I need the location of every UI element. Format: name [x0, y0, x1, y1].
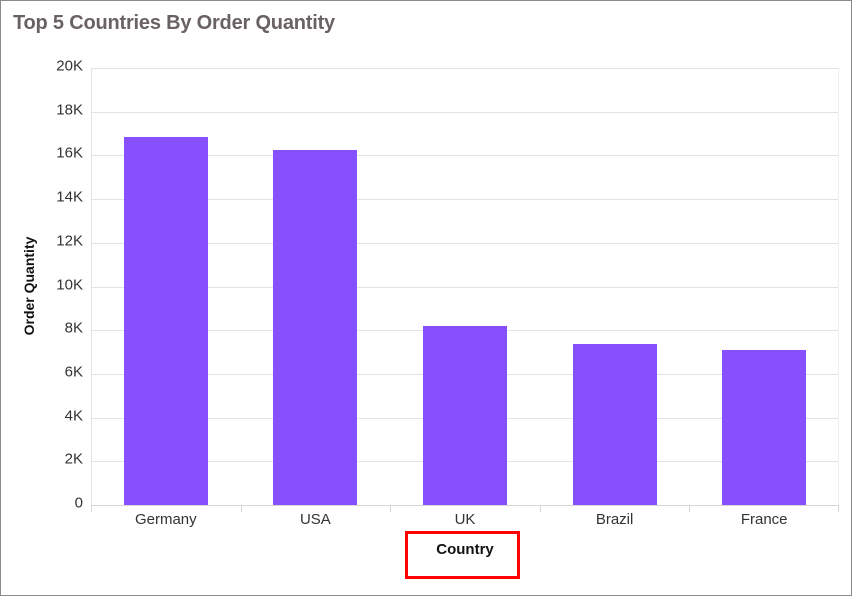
gridline — [91, 199, 839, 200]
gridline — [91, 243, 839, 244]
gridline — [91, 112, 839, 113]
x-axis-line — [91, 505, 839, 506]
x-axis-title[interactable]: Country — [436, 541, 494, 558]
gridline — [91, 287, 839, 288]
x-tick-mark — [91, 506, 92, 512]
bar-france[interactable] — [722, 350, 807, 505]
bar-brazil[interactable] — [572, 343, 657, 505]
bar-uk[interactable] — [423, 326, 507, 505]
y-tick-label: 18K — [56, 101, 83, 119]
x-tick-mark — [689, 506, 690, 512]
y-tick-label: 10K — [56, 276, 83, 293]
x-tick-label: UK — [454, 511, 476, 528]
x-tick-mark — [390, 506, 391, 512]
highlight-box — [405, 531, 520, 579]
x-tick-label: USA — [299, 511, 331, 528]
y-tick-label: 16K — [56, 144, 83, 162]
y-tick-label: 2K — [64, 450, 83, 468]
x-tick-mark — [241, 506, 242, 512]
x-tick-label: Brazil — [595, 511, 634, 528]
bar-usa[interactable] — [273, 149, 358, 505]
x-tick-mark — [838, 506, 839, 512]
x-tick-label: France — [740, 511, 788, 528]
y-axis-line — [91, 68, 92, 505]
gridline — [91, 68, 839, 69]
y-axis-title: Order Quantity — [21, 236, 37, 336]
chart-title: Top 5 Countries By Order Quantity — [13, 12, 335, 34]
y-tick-label: 12K — [56, 232, 83, 250]
gridline — [91, 155, 839, 156]
plot-right-border — [838, 68, 839, 505]
y-tick-label: 8K — [64, 319, 83, 337]
x-tick-label: Germany — [134, 511, 197, 528]
y-tick-label: 4K — [64, 407, 83, 425]
x-tick-mark — [540, 506, 541, 512]
y-tick-label: 14K — [56, 188, 83, 206]
y-tick-label: 6K — [64, 363, 83, 381]
y-tick-label: 0 — [74, 494, 83, 512]
y-tick-label: 20K — [56, 57, 83, 75]
bar-germany[interactable] — [123, 136, 208, 505]
